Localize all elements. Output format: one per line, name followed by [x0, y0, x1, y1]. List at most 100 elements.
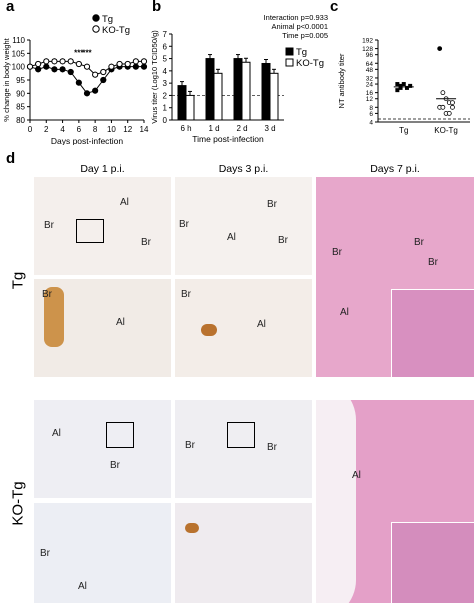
x-tick-label: 1 d: [208, 124, 219, 133]
y-tick-label: 110: [12, 36, 25, 45]
y-tick-label: 6: [163, 42, 168, 51]
bar: [205, 58, 215, 121]
data-point: [83, 90, 91, 97]
data-point: [100, 76, 107, 84]
column-header-day3: Days 3 p.i.: [218, 163, 269, 175]
data-point: [446, 111, 452, 116]
legend-label: Tg: [296, 47, 307, 58]
data-point: [132, 63, 139, 70]
panel-label-b: b: [152, 0, 162, 15]
data-point: [75, 60, 82, 68]
label-br: Br: [267, 199, 277, 210]
data-point: [395, 88, 400, 93]
y-tick-label: 4: [163, 67, 168, 76]
y-tick-label: 8: [369, 105, 373, 112]
brown-staining: [201, 324, 217, 336]
y-tick-label: 80: [16, 116, 25, 125]
y-tick-label: 1: [163, 104, 168, 113]
y-tick-label: 48: [366, 67, 374, 74]
y-tick-label: 24: [366, 82, 374, 89]
label-br: Br: [40, 548, 50, 559]
brown-staining: [185, 523, 199, 533]
data-point: [116, 60, 123, 68]
panel-label-c: c: [330, 0, 339, 15]
y-tick-label: 6: [369, 111, 373, 118]
legend-marker: [92, 14, 100, 22]
y-tick-label: 85: [16, 103, 25, 112]
brown-staining: [44, 287, 64, 347]
stats-text: Time p=0.005: [282, 31, 328, 40]
data-point: [395, 82, 400, 87]
label-br: Br: [278, 235, 288, 246]
y-tick-label: 0: [163, 116, 168, 125]
legend-label: KO-Tg: [102, 25, 130, 36]
bar: [213, 72, 223, 121]
body-weight-chart: 80 85 90 95 100 105 110 0 2 4 6 8 10 12 14 Days post-in…: [2, 14, 149, 145]
y-tick-label: 7: [163, 30, 168, 39]
zoom-box: [227, 422, 255, 448]
label-al: Al: [340, 307, 349, 318]
column-header-day1: Day 1 p.i.: [80, 163, 125, 175]
y-tick-label: 3: [163, 79, 168, 88]
data-point: [450, 104, 455, 110]
label-al: Al: [352, 470, 361, 481]
legend-marker: [92, 25, 100, 33]
y-tick-label: 128: [362, 46, 373, 53]
y-axis-label: NT antibody titer: [337, 53, 346, 108]
label-al: Al: [78, 581, 87, 592]
data-point: [67, 68, 74, 76]
x-tick-label: 14: [140, 125, 149, 134]
data-point: [408, 83, 413, 88]
legend-label: KO-Tg: [296, 58, 324, 69]
row-label-tg: Tg: [9, 271, 27, 290]
series-line-0: [29, 66, 144, 94]
inset-image: [391, 289, 474, 377]
data-point: [108, 63, 115, 70]
y-tick-label: 105: [12, 49, 26, 58]
legend-marker: [285, 47, 294, 56]
label-br: Br: [110, 460, 120, 471]
significance-stars: ***: [82, 48, 92, 57]
data-point: [440, 104, 446, 110]
bar: [185, 94, 195, 121]
bar: [269, 72, 279, 121]
data-point: [51, 66, 58, 73]
label-al: Al: [227, 232, 236, 243]
label-br: Br: [179, 219, 189, 230]
label-al: Al: [116, 317, 125, 328]
data-point: [440, 90, 446, 96]
histology-tg-day7: Br Br Br Al: [316, 177, 474, 377]
y-tick-label: 64: [366, 61, 374, 68]
label-br: Br: [185, 440, 195, 451]
y-tick-label: 16: [366, 90, 374, 97]
label-al: Al: [120, 197, 129, 208]
histology-tg-day1-high: Br Al: [34, 279, 171, 377]
x-tick-label: 12: [123, 125, 132, 134]
data-point: [51, 58, 58, 65]
y-tick-label: 2: [163, 91, 168, 100]
data-point: [450, 100, 455, 105]
data-point: [132, 58, 139, 65]
histology-kotg-day1-high: Br Al: [34, 503, 171, 603]
label-br: Br: [44, 220, 54, 231]
y-tick-label: 100: [12, 63, 26, 72]
x-tick-label: 2 d: [236, 124, 247, 133]
x-tick-label: 10: [107, 125, 116, 134]
x-tick-label: KO-Tg: [434, 126, 458, 135]
zoom-box: [106, 422, 134, 448]
panel-label-a: a: [6, 0, 15, 15]
legend-label: Tg: [102, 14, 113, 25]
bar: [261, 62, 271, 121]
data-point: [401, 82, 406, 87]
data-point: [140, 63, 148, 70]
bright-lumen: [316, 400, 356, 603]
histology-kotg-day7: Al: [316, 400, 474, 603]
data-point: [83, 63, 91, 70]
label-br: Br: [42, 289, 52, 300]
label-br: Br: [181, 289, 191, 300]
label-br: Br: [428, 257, 438, 268]
panel-label-d: d: [6, 150, 16, 167]
zoom-box: [76, 219, 104, 243]
histology-kotg-day3-high: [175, 503, 312, 603]
